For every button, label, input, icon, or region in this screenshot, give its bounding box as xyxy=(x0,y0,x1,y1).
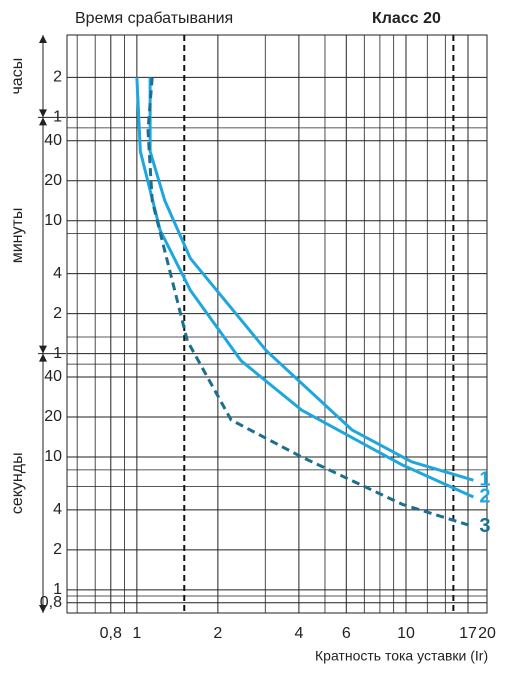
section-label: секунды xyxy=(9,452,26,514)
section-label: минуты xyxy=(9,208,26,264)
y-tick-label: 10 xyxy=(44,212,62,229)
x-tick-label: 1 xyxy=(132,625,141,642)
section-label: часы xyxy=(9,58,26,95)
chart-subtitle: Класс 20 xyxy=(372,10,441,27)
y-tick-label: 1 xyxy=(53,581,62,598)
y-tick-label: 4 xyxy=(53,265,62,282)
x-axis-label: Кратность тока уставки (Ir) xyxy=(315,648,488,664)
x-tick-label: 0,8 xyxy=(100,625,122,642)
chart-title: Время срабатывания xyxy=(75,10,233,27)
curve xyxy=(135,77,474,499)
curve-label: 1 xyxy=(479,468,490,490)
y-tick-label: 4 xyxy=(53,501,62,518)
y-tick-label: 20 xyxy=(44,408,62,425)
y-tick-label: 2 xyxy=(53,69,62,86)
curve-label: 2 xyxy=(479,485,490,507)
x-tick-label: 17 xyxy=(459,625,477,642)
y-tick-label: 20 xyxy=(44,172,62,189)
y-tick-label: 10 xyxy=(44,448,62,465)
y-tick-label: 2 xyxy=(53,541,62,558)
y-tick-label: 2 xyxy=(53,305,62,322)
curve xyxy=(146,77,474,528)
plot-frame xyxy=(66,34,488,614)
x-tick-label: 6 xyxy=(342,625,351,642)
x-tick-label: 20 xyxy=(478,625,496,642)
x-tick-label: 10 xyxy=(397,625,415,642)
y-tick-label: 40 xyxy=(44,368,62,385)
x-tick-label: 4 xyxy=(294,625,303,642)
curve-label: 3 xyxy=(479,515,490,537)
x-tick-label: 2 xyxy=(213,625,222,642)
curve xyxy=(148,77,474,482)
y-tick-label: 40 xyxy=(44,132,62,149)
